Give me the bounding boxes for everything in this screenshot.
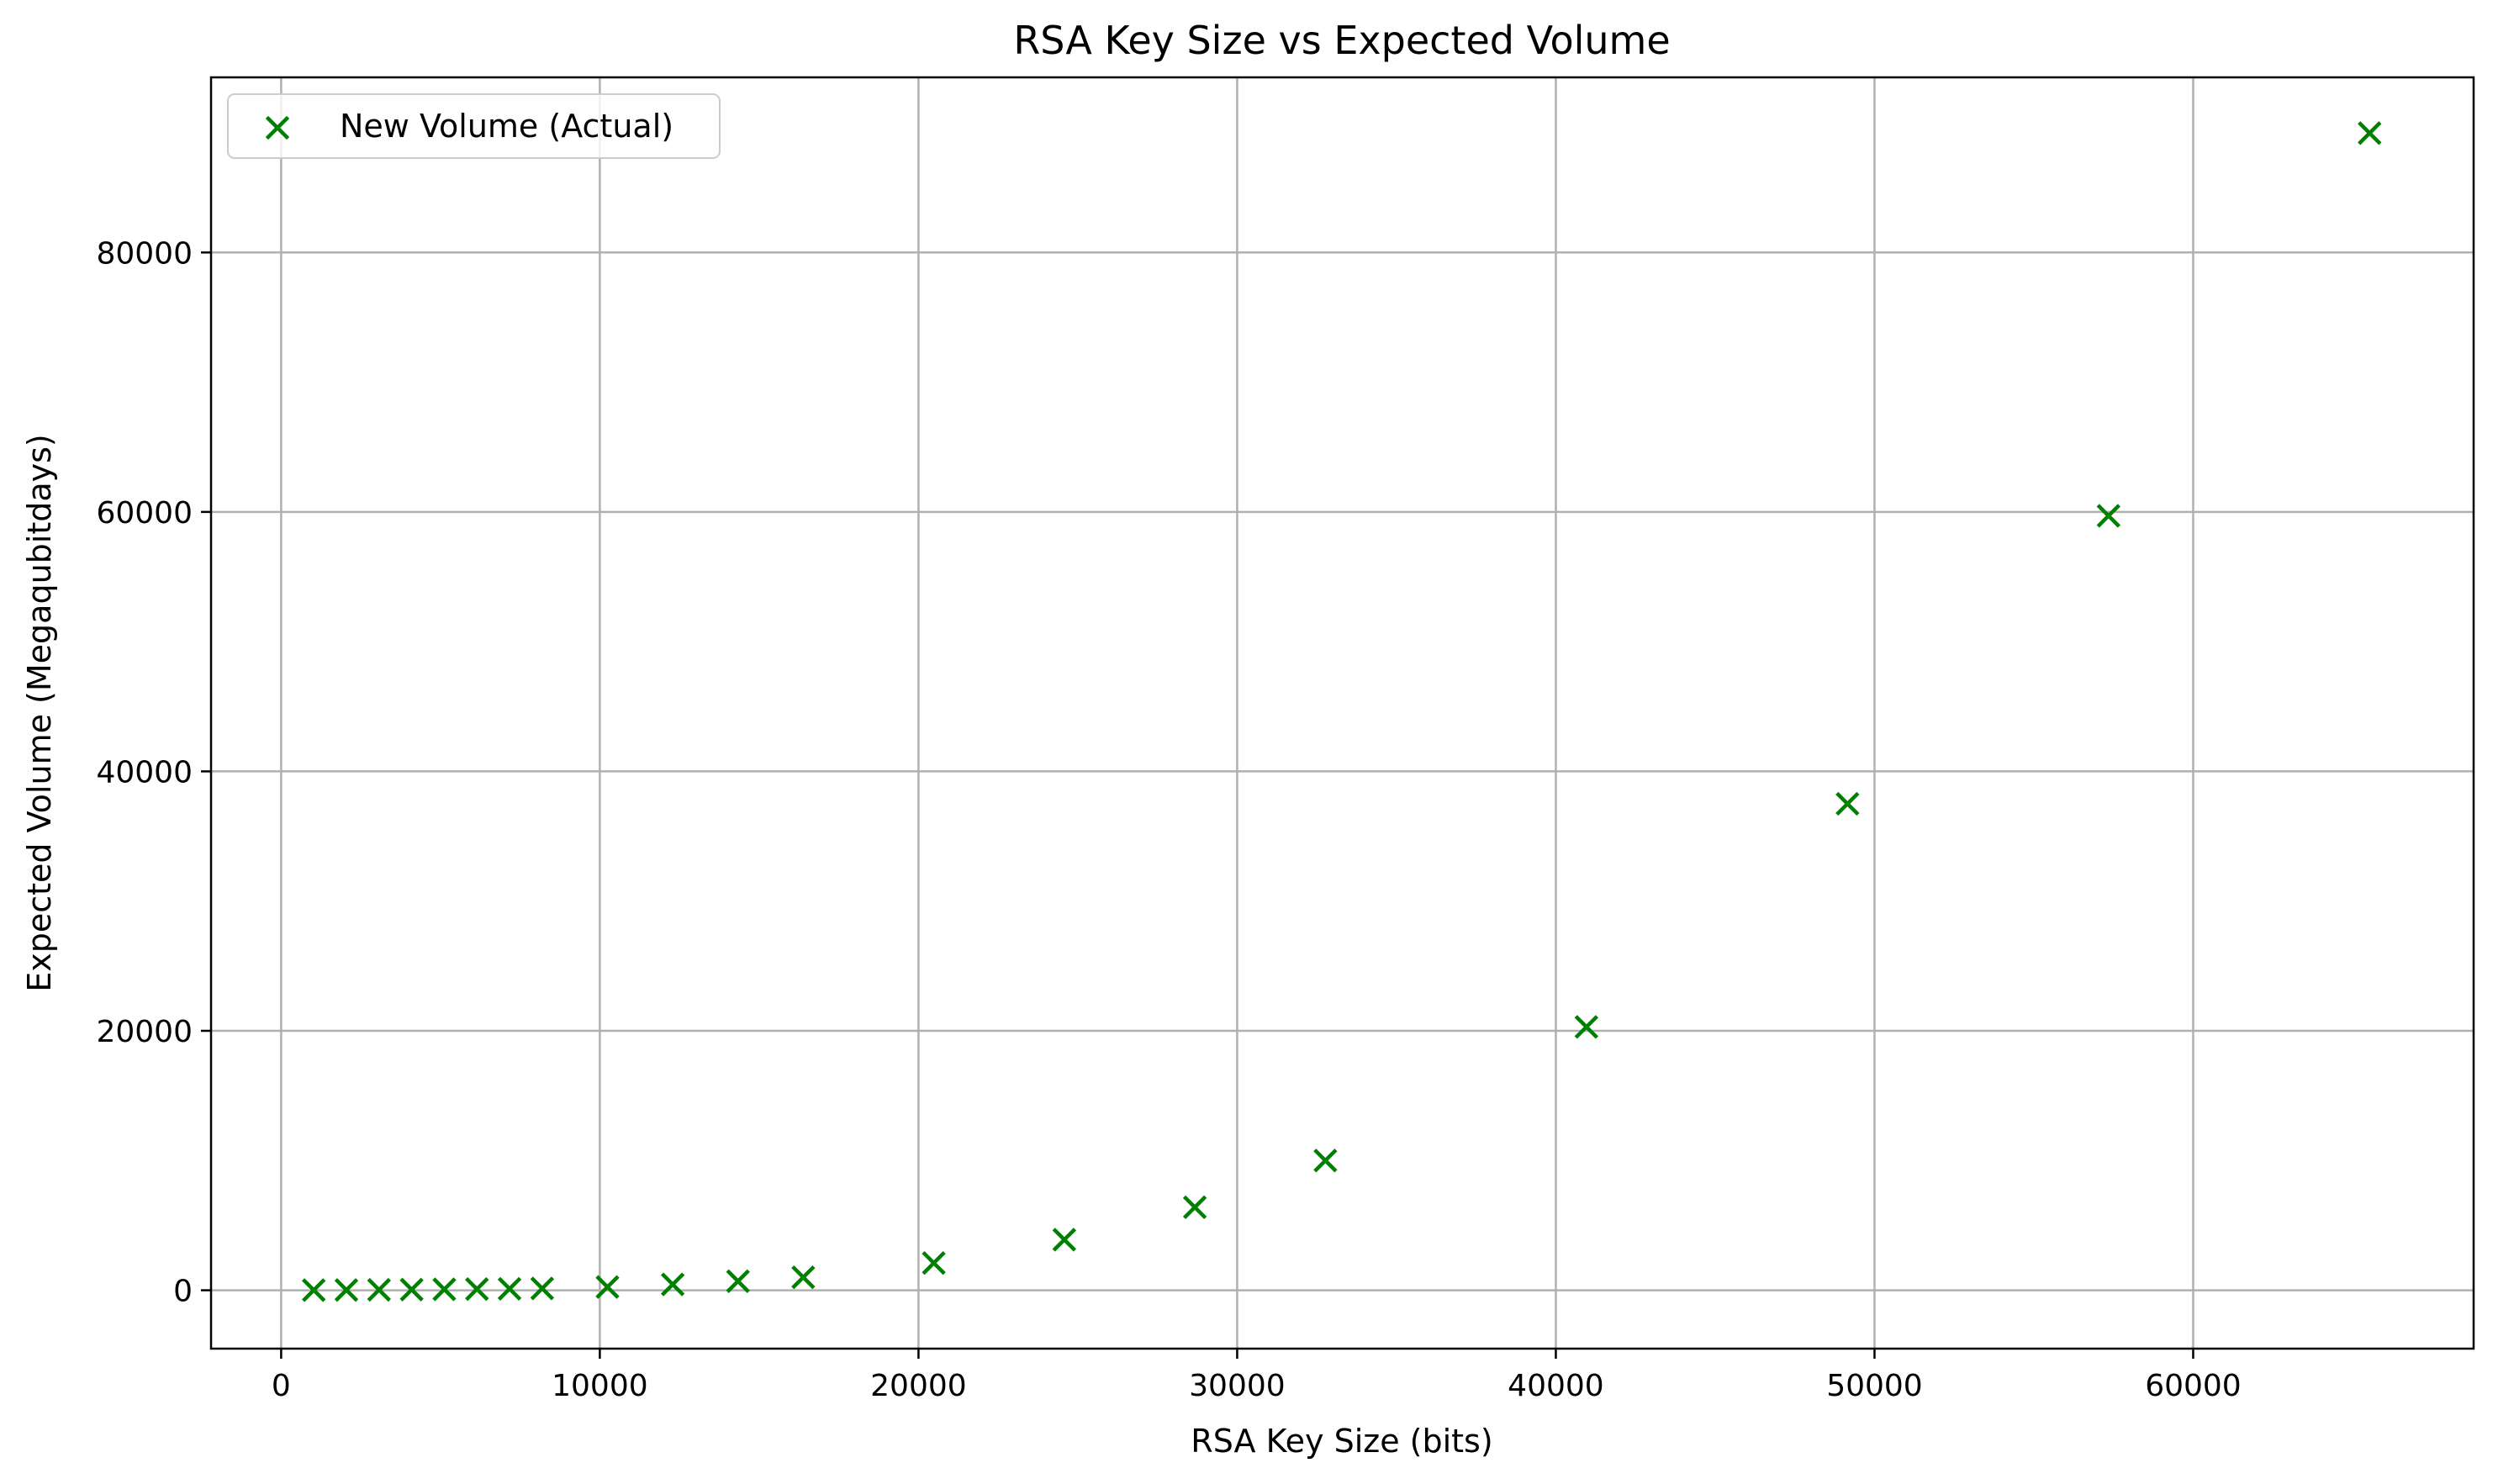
- data-point: [922, 1250, 946, 1275]
- y-tick-label: 0: [173, 1275, 193, 1309]
- data-point: [791, 1265, 816, 1290]
- data-point: [530, 1276, 555, 1301]
- grid-lines: [211, 77, 2474, 1349]
- data-point: [1182, 1195, 1207, 1220]
- data-point: [432, 1277, 457, 1302]
- y-tick-label: 20000: [96, 1015, 193, 1049]
- x-tick-label: 20000: [870, 1369, 967, 1403]
- x-tick-label: 60000: [2145, 1369, 2242, 1403]
- x-tick-label: 10000: [552, 1369, 648, 1403]
- data-point: [1574, 1015, 1599, 1039]
- data-point: [1313, 1149, 1338, 1173]
- data-point: [334, 1278, 359, 1302]
- y-tick-label: 60000: [96, 496, 193, 531]
- axis-ticks: 0 10000 20000 30000 40000 50000 60000 0 20000 400…: [96, 236, 2241, 1403]
- y-tick-label: 40000: [96, 755, 193, 790]
- data-point: [399, 1277, 424, 1302]
- legend-label: New Volume (Actual): [340, 108, 673, 145]
- data-point: [302, 1278, 326, 1302]
- data-points: [302, 121, 2382, 1302]
- data-point: [595, 1275, 620, 1299]
- data-point: [1052, 1228, 1077, 1252]
- x-tick-label: 40000: [1508, 1369, 1604, 1403]
- legend-marker-x-icon: [265, 115, 290, 140]
- data-point: [367, 1277, 391, 1302]
- data-point: [465, 1277, 489, 1302]
- legend: New Volume (Actual): [227, 93, 721, 159]
- x-axis-label: RSA Key Size (bits): [1191, 1423, 1492, 1460]
- x-tick-label: 50000: [1826, 1369, 1923, 1403]
- data-point: [497, 1276, 522, 1302]
- y-tick-label: 80000: [96, 236, 193, 271]
- x-tick-label: 30000: [1189, 1369, 1286, 1403]
- data-point: [726, 1269, 750, 1293]
- y-axis-label: Expected Volume (Megaqubitdays): [21, 434, 58, 991]
- data-point: [2358, 121, 2382, 145]
- plot-area-frame: [209, 76, 2475, 1350]
- data-point: [660, 1272, 685, 1297]
- x-tick-label: 0: [272, 1369, 291, 1403]
- chart-title: RSA Key Size vs Expected Volume: [1013, 18, 1670, 63]
- data-point: [2096, 504, 2120, 528]
- legend-box: [227, 93, 721, 159]
- data-point: [1835, 791, 1860, 816]
- legend-marker-glyph: [265, 115, 290, 140]
